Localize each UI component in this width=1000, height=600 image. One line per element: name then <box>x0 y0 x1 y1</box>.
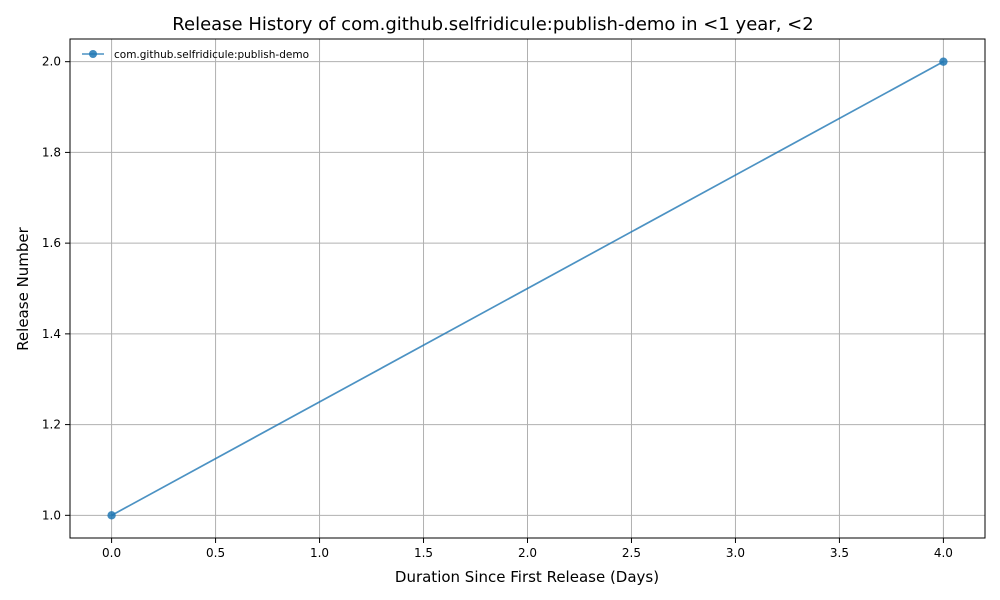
series-layer <box>107 57 948 520</box>
x-tick-label: 4.0 <box>934 546 953 560</box>
y-tick-label: 1.0 <box>42 508 61 522</box>
x-tick-label: 0.0 <box>102 546 121 560</box>
y-tick-label: 2.0 <box>42 55 61 69</box>
x-tick-label: 0.5 <box>206 546 225 560</box>
y-tick-label: 1.4 <box>42 327 61 341</box>
y-tick-label: 1.8 <box>42 145 61 159</box>
x-tick-label: 1.5 <box>414 546 433 560</box>
legend-label: com.github.selfridicule:publish-demo <box>114 49 309 61</box>
data-point <box>107 511 116 520</box>
x-tick-label: 3.0 <box>726 546 745 560</box>
series-line <box>111 60 944 517</box>
y-axis-title: Release Number <box>14 226 32 350</box>
data-point <box>939 57 948 66</box>
tick-layer: 0.0 0.5 1.0 1.5 2.0 2.5 3.0 3.5 4.0 1.0 1.2 1.4 1.6 1… <box>42 55 953 560</box>
legend: com.github.selfridicule:publish-demo <box>82 49 309 61</box>
x-tick-label: 3.5 <box>830 546 849 560</box>
x-tick-label: 2.5 <box>622 546 641 560</box>
x-tick-label: 2.0 <box>518 546 537 560</box>
y-tick-label: 1.2 <box>42 418 61 432</box>
x-axis-title: Duration Since First Release (Days) <box>395 568 659 586</box>
x-tick-label: 1.0 <box>310 546 329 560</box>
y-tick-label: 1.6 <box>42 236 61 250</box>
grid <box>70 39 985 538</box>
legend-marker-swatch <box>89 50 97 58</box>
chart-title: Release History of com.github.selfridicu… <box>172 14 813 35</box>
